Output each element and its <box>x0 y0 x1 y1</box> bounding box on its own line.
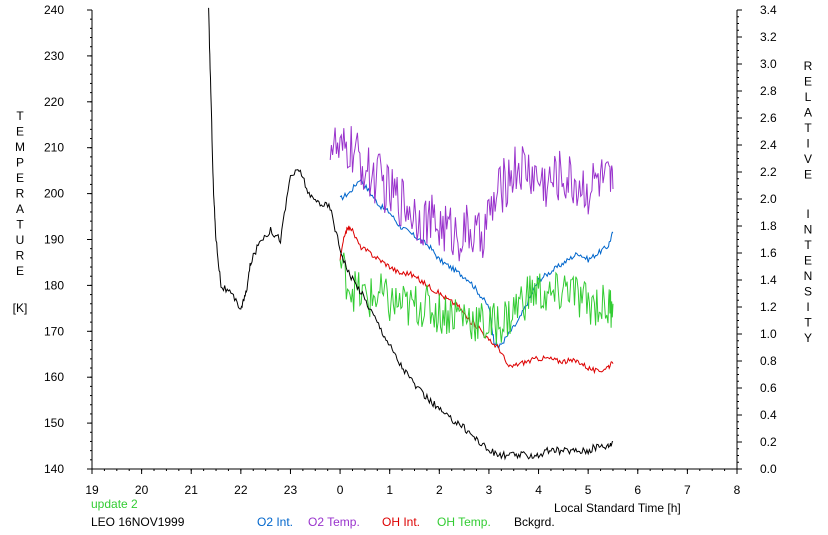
x-tick-label: 22 <box>234 483 248 497</box>
x-tick-label: 19 <box>85 483 99 497</box>
x-tick-label: 8 <box>734 483 741 497</box>
x-tick-label: 21 <box>185 483 199 497</box>
right-tick-label: 2.8 <box>760 84 777 98</box>
right-tick-label: 2.2 <box>760 165 777 179</box>
right-title-letter: Y <box>804 331 812 345</box>
legend-entry: OH Temp. <box>437 515 491 529</box>
left-tick-label: 200 <box>44 187 64 201</box>
right-tick-label: 0.0 <box>760 462 777 476</box>
right-tick-label: 1.2 <box>760 300 777 314</box>
right-tick-label: 2.4 <box>760 138 777 152</box>
right-tick-label: 1.0 <box>760 327 777 341</box>
right-title-letter: E <box>804 254 812 268</box>
legend: O2 Int. O2 Temp. OH Int. OH Temp. Bckgrd. <box>257 515 555 529</box>
left-tick-label: 170 <box>44 324 64 338</box>
right-title-letter: V <box>804 152 812 166</box>
right-title-letter: I <box>806 300 809 314</box>
left-tick-label: 140 <box>44 462 64 476</box>
series-bckgrd-line <box>208 7 614 461</box>
series-o2-int-line <box>339 178 614 349</box>
right-title-letter: T <box>804 316 812 330</box>
right-tick-label: 1.4 <box>760 273 777 287</box>
x-tick-label: 5 <box>585 483 592 497</box>
legend-entry: OH Int. <box>382 515 420 529</box>
right-tick-label: 1.6 <box>760 246 777 260</box>
x-tick-label: 0 <box>337 483 344 497</box>
right-title-letter: T <box>804 238 812 252</box>
right-tick-label: 0.2 <box>760 435 777 449</box>
right-title-letter: L <box>805 90 812 104</box>
right-title-letter: E <box>804 75 812 89</box>
right-title-letter: E <box>804 168 812 182</box>
right-tick-label: 1.8 <box>760 219 777 233</box>
x-axis-label: Local Standard Time [h] <box>554 501 681 515</box>
right-title-letter: R <box>804 59 813 73</box>
left-axis-unit: [K] <box>13 301 28 315</box>
right-title-letter: N <box>804 223 813 237</box>
left-tick-label: 230 <box>44 49 64 63</box>
right-tick-label: 3.4 <box>760 3 777 17</box>
left-title-letter: R <box>16 249 25 263</box>
right-tick-label: 0.4 <box>760 408 777 422</box>
left-tick-label: 180 <box>44 278 64 292</box>
right-title-letter: S <box>804 285 812 299</box>
series-o2-temp-line <box>329 126 614 262</box>
x-tick-label: 2 <box>436 483 443 497</box>
right-tick-label: 2.0 <box>760 192 777 206</box>
right-title-letter: T <box>804 121 812 135</box>
right-title-letter: N <box>804 269 813 283</box>
left-title-letter: P <box>16 156 24 170</box>
series-layer <box>208 7 614 461</box>
right-title-letter: A <box>804 106 812 120</box>
x-tick-label: 1 <box>386 483 393 497</box>
left-tick-label: 150 <box>44 416 64 430</box>
left-title-letter: A <box>16 202 24 216</box>
right-tick-label: 0.6 <box>760 381 777 395</box>
legend-entry: O2 Int. <box>257 515 293 529</box>
left-title-letter: R <box>16 187 25 201</box>
left-title-letter: T <box>16 109 24 123</box>
left-title-letter: T <box>16 218 24 232</box>
station-label: LEO 16NOV1999 <box>91 515 185 529</box>
x-axis-ticks: 19 20 21 22 23 0 1 2 3 4 5 6 7 8 <box>85 469 741 497</box>
left-tick-label: 220 <box>44 95 64 109</box>
right-title-letter: I <box>806 137 809 151</box>
x-tick-label: 4 <box>535 483 542 497</box>
left-tick-label: 190 <box>44 233 64 247</box>
left-title-letter: E <box>16 171 24 185</box>
right-tick-label: 2.6 <box>760 111 777 125</box>
series-oh-int-line <box>339 225 614 375</box>
left-tick-label: 240 <box>44 3 64 17</box>
update-label: update 2 <box>91 497 138 511</box>
right-tick-label: 0.8 <box>760 354 777 368</box>
series-oh-temp-line <box>339 252 614 345</box>
x-tick-label: 23 <box>284 483 298 497</box>
x-tick-label: 20 <box>135 483 149 497</box>
left-title-letter: U <box>16 233 25 247</box>
right-axis-ticks: 0.0 0.2 0.4 0.6 0.8 1.0 1.2 1.4 1.6 1.8 2.0 2.2 2.4 2… <box>737 3 777 476</box>
left-tick-label: 210 <box>44 141 64 155</box>
left-title-letter: E <box>16 264 24 278</box>
legend-entry: Bckgrd. <box>514 515 555 529</box>
left-title-letter: E <box>16 125 24 139</box>
right-tick-label: 3.0 <box>760 57 777 71</box>
left-tick-label: 160 <box>44 370 64 384</box>
plot-frame <box>91 10 738 470</box>
x-tick-label: 6 <box>634 483 641 497</box>
legend-entry: O2 Temp. <box>308 515 360 529</box>
x-tick-label: 7 <box>684 483 691 497</box>
left-axis-ticks: 140 150 160 170 180 190 200 210 220 230 240 <box>44 3 92 476</box>
right-tick-label: 3.2 <box>760 30 777 44</box>
x-tick-label: 3 <box>486 483 493 497</box>
left-title-letter: M <box>15 140 25 154</box>
right-title-letter: I <box>806 207 809 221</box>
